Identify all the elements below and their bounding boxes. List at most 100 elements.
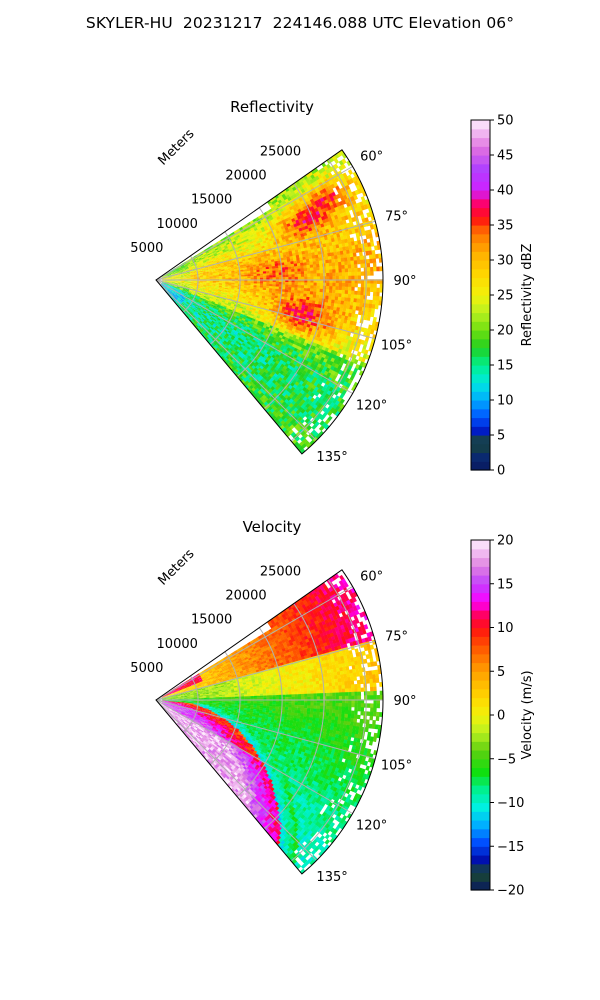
data-cell bbox=[250, 288, 254, 291]
data-cell bbox=[205, 298, 210, 302]
data-cell bbox=[182, 269, 187, 272]
data-cell bbox=[260, 226, 265, 231]
data-cell bbox=[233, 243, 238, 247]
data-cell bbox=[189, 297, 193, 301]
data-cell bbox=[185, 268, 190, 271]
data-cell bbox=[196, 261, 200, 264]
data-cell bbox=[180, 273, 184, 275]
data-cell bbox=[241, 278, 245, 280]
data-cell bbox=[243, 334, 248, 338]
data-cell bbox=[231, 239, 236, 243]
data-cell bbox=[208, 269, 213, 271]
data-cell bbox=[300, 282, 305, 286]
data-cell bbox=[200, 328, 204, 332]
data-cell bbox=[180, 284, 185, 286]
data-cell bbox=[341, 272, 346, 277]
data-cell bbox=[272, 286, 276, 289]
data-cell bbox=[202, 330, 206, 334]
data-cell bbox=[222, 336, 226, 341]
data-cell bbox=[168, 281, 172, 282]
data-cell bbox=[210, 295, 214, 298]
data-cell bbox=[206, 273, 210, 276]
data-cell bbox=[187, 315, 190, 319]
data-cell bbox=[253, 232, 257, 237]
data-cell bbox=[214, 345, 218, 350]
data-cell bbox=[240, 289, 244, 292]
data-cell bbox=[165, 278, 169, 279]
data-cell bbox=[242, 351, 247, 356]
data-cell bbox=[267, 296, 272, 300]
data-cell bbox=[319, 263, 323, 268]
data-cell bbox=[291, 284, 295, 288]
data-cell bbox=[224, 329, 228, 334]
data-cell bbox=[174, 275, 178, 277]
data-cell bbox=[263, 253, 268, 257]
data-cell bbox=[181, 278, 185, 279]
data-cell bbox=[160, 284, 164, 287]
data-cell bbox=[250, 283, 254, 286]
data-cell bbox=[347, 294, 352, 299]
data-cell bbox=[353, 294, 358, 299]
data-cell bbox=[243, 305, 247, 309]
data-cell bbox=[338, 265, 342, 270]
data-cell bbox=[189, 268, 193, 271]
data-cell bbox=[246, 322, 251, 326]
data-cell bbox=[225, 355, 230, 360]
data-cell bbox=[163, 286, 166, 289]
reflectivity-panel: Reflectivity60°75°90°105°120°135°5000100… bbox=[130, 98, 416, 465]
data-cell bbox=[236, 234, 241, 238]
data-cell bbox=[202, 287, 207, 289]
data-cell bbox=[293, 298, 297, 302]
data-cell bbox=[219, 326, 223, 330]
data-cell bbox=[243, 288, 248, 291]
data-cell bbox=[201, 331, 205, 335]
data-cell bbox=[214, 348, 219, 353]
data-cell bbox=[356, 294, 361, 300]
data-cell bbox=[202, 270, 206, 272]
data-cell bbox=[167, 290, 171, 293]
data-cell bbox=[290, 266, 295, 270]
data-cell bbox=[178, 296, 182, 300]
data-cell bbox=[228, 361, 233, 366]
data-cell bbox=[234, 278, 239, 280]
data-cell bbox=[161, 282, 165, 285]
data-cell bbox=[189, 307, 193, 311]
data-cell bbox=[194, 257, 199, 260]
data-cell bbox=[234, 287, 238, 290]
data-cell bbox=[224, 301, 229, 304]
data-cell bbox=[230, 336, 235, 341]
data-cell bbox=[345, 275, 349, 280]
data-cell bbox=[180, 275, 185, 277]
data-cell bbox=[335, 282, 339, 287]
data-cell bbox=[212, 284, 216, 286]
data-cell bbox=[178, 301, 182, 305]
data-cell bbox=[203, 315, 207, 319]
data-cell bbox=[341, 283, 346, 287]
data-cell bbox=[167, 274, 171, 276]
data-cell bbox=[212, 299, 216, 303]
data-cell bbox=[196, 308, 201, 312]
data-cell bbox=[341, 290, 346, 295]
data-cell bbox=[190, 311, 194, 315]
data-cell bbox=[204, 291, 209, 294]
data-cell bbox=[187, 275, 191, 277]
data-cell bbox=[214, 246, 218, 250]
data-cell bbox=[247, 312, 252, 316]
data-cell bbox=[319, 282, 324, 287]
data-cell bbox=[229, 327, 234, 331]
data-cell bbox=[205, 322, 210, 326]
data-cell bbox=[316, 273, 321, 277]
data-cell bbox=[179, 289, 183, 292]
data-cell bbox=[209, 271, 213, 273]
data-cell bbox=[271, 295, 275, 298]
data-cell bbox=[187, 283, 191, 285]
data-cell bbox=[190, 274, 194, 276]
data-cell bbox=[197, 295, 201, 298]
data-cell bbox=[344, 261, 348, 266]
data-cell bbox=[214, 340, 218, 345]
data-cell bbox=[187, 284, 191, 286]
data-cell bbox=[224, 239, 229, 243]
data-cell bbox=[167, 273, 171, 275]
data-cell bbox=[249, 268, 254, 271]
data-cell bbox=[210, 254, 215, 257]
